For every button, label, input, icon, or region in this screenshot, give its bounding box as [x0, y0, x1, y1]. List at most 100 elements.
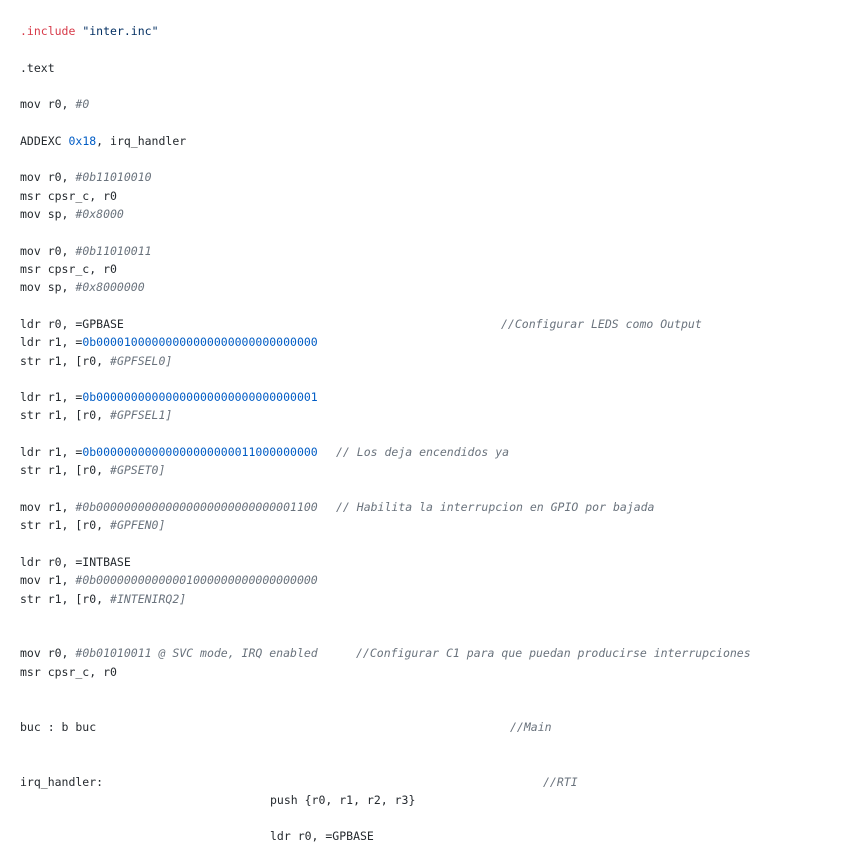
- code-line: [20, 535, 838, 553]
- code-token-plain: msr cpsr_c, r0: [20, 261, 117, 276]
- code-line: ADDEXC 0x18, irq_handler: [20, 132, 838, 150]
- code-token-keyword: .include: [20, 24, 76, 38]
- code-line: [20, 425, 838, 443]
- code-token-plain: mov r1,: [20, 499, 76, 514]
- code-token-plain: mov r0,: [20, 170, 76, 185]
- code-token-number: 0x18: [68, 133, 97, 148]
- code-token-comment: //Main: [510, 719, 552, 734]
- code-line: mov r0, #0: [20, 95, 838, 113]
- code-token-comment: #0b11010010: [75, 170, 152, 185]
- code-token-comment: #GPSET0]: [110, 463, 166, 478]
- code-token-plain: ldr r0, =INTBASE: [20, 554, 131, 569]
- code-token-comment: #0b01010011 @ SVC mode, IRQ enabled: [75, 646, 318, 661]
- code-line: ldr r0, =GPBASE: [20, 827, 838, 845]
- code-token-comment: #0b00000000000001000000000000000000: [75, 573, 318, 588]
- code-line: str r1, [r0, #GPFSEL0]: [20, 352, 838, 370]
- code-token-plain: str r1, [r0,: [20, 518, 111, 533]
- code-line: str r1, [r0, #GPFSEL1]: [20, 406, 838, 424]
- code-line: mov r1, #0b00000000000001000000000000000…: [20, 571, 838, 589]
- code-token-comment: //RTI: [543, 774, 578, 789]
- code-token-plain: irq_handler:: [20, 774, 104, 789]
- code-line: mov r0, #0b01010011 @ SVC mode, IRQ enab…: [20, 644, 838, 662]
- code-token-plain: , irq_handler: [96, 133, 187, 148]
- code-token-plain: buc : b buc: [20, 719, 97, 734]
- code-line: ldr r1, =0b00000000000000000000000000000…: [20, 388, 838, 406]
- code-token-plain: str r1, [r0,: [20, 591, 111, 606]
- code-token-comment: #0x8000: [75, 207, 124, 222]
- code-line: [20, 608, 838, 626]
- code-token-comment: #0b11010011: [75, 243, 152, 258]
- code-line: [20, 736, 838, 754]
- code-line: [20, 150, 838, 168]
- code-line: mov sp, #0x8000: [20, 205, 838, 223]
- code-token-plain: ldr r1, =: [20, 390, 83, 405]
- code-token-comment: #GPFSEL1]: [110, 408, 173, 423]
- code-token-number: 0b00000000000000000000000000000001: [82, 390, 318, 405]
- code-token-comment: #GPFEN0]: [110, 518, 166, 533]
- code-line: msr cpsr_c, r0: [20, 187, 838, 205]
- code-line: mov r0, #0b11010011: [20, 242, 838, 260]
- code-line: mov r1, #0b00000000000000000000000000001…: [20, 498, 838, 516]
- code-token-plain: .text: [20, 60, 55, 75]
- code-line: irq_handler: //RTI: [20, 773, 838, 791]
- code-line: [20, 370, 838, 388]
- code-token-plain: mov r0,: [20, 646, 76, 661]
- code-line: [20, 480, 838, 498]
- code-token-plain: ldr r1, =: [20, 445, 83, 460]
- code-token-plain: push {r0, r1, r2, r3}: [270, 792, 416, 807]
- code-token-plain: mov r0,: [20, 97, 76, 112]
- code-line: str r1, [r0, #GPSET0]: [20, 461, 838, 479]
- code-token-number: 0b00001000000000000000000000000000: [82, 335, 318, 350]
- code-line: [20, 699, 838, 717]
- code-line: ldr r1, =0b00001000000000000000000000000…: [20, 333, 838, 351]
- code-line: .include "inter.inc": [20, 22, 838, 40]
- code-line: mov r0, #0b11010010: [20, 168, 838, 186]
- code-token-comment: #0: [75, 97, 90, 112]
- code-line: ldr r1, =0b00000000000000000000011000000…: [20, 443, 838, 461]
- code-token-comment: // Los deja encendidos ya: [336, 445, 510, 460]
- code-token-comment: //Configurar LEDS como Output: [501, 316, 702, 331]
- code-token-plain: str r1, [r0,: [20, 463, 111, 478]
- code-line: [20, 114, 838, 132]
- code-line: [20, 77, 838, 95]
- code-token-plain: str r1, [r0,: [20, 408, 111, 423]
- code-token-comment: // Habilita la interrupcion en GPIO por …: [336, 499, 655, 514]
- code-token-plain: mov sp,: [20, 207, 76, 222]
- code-line: [20, 40, 838, 58]
- code-line: [20, 626, 838, 644]
- code-line: str r1, [r0, #GPFEN0]: [20, 516, 838, 534]
- code-token-comment: #GPFSEL0]: [110, 353, 173, 368]
- code-token-plain: msr cpsr_c, r0: [20, 664, 117, 679]
- code-line: [20, 681, 838, 699]
- code-token-comment: //Configurar C1 para que puedan producir…: [356, 646, 751, 661]
- code-token-plain: str r1, [r0,: [20, 353, 111, 368]
- code-token-string: "inter.inc": [82, 24, 159, 38]
- code-line: [20, 754, 838, 772]
- code-line: [20, 297, 838, 315]
- code-token-plain: ldr r0, =GPBASE: [20, 316, 124, 331]
- code-token-comment: #0x8000000: [75, 280, 145, 295]
- code-token-number: 0b00000000000000000000011000000000: [82, 445, 318, 460]
- code-line: str r1, [r0, #INTENIRQ2]: [20, 590, 838, 608]
- code-token-plain: ldr r1, =: [20, 335, 83, 350]
- code-token-plain: mov r1,: [20, 573, 76, 588]
- code-token-plain: mov sp,: [20, 280, 76, 295]
- code-line: .text: [20, 59, 838, 77]
- code-token-plain: ldr r0, =GPBASE: [270, 829, 374, 844]
- code-token-plain: msr cpsr_c, r0: [20, 188, 117, 203]
- code-line: ldr r0, =GPBASE //Configurar LEDS como Ou…: [20, 315, 838, 333]
- code-line: buc : b buc //Main: [20, 718, 838, 736]
- code-line: mov sp, #0x8000000: [20, 278, 838, 296]
- code-line: [20, 809, 838, 827]
- code-token-comment: #INTENIRQ2]: [110, 591, 187, 606]
- code-line: push {r0, r1, r2, r3}: [20, 791, 838, 809]
- code-line: [20, 223, 838, 241]
- code-line: msr cpsr_c, r0: [20, 260, 838, 278]
- code-line: ldr r0, =INTBASE: [20, 553, 838, 571]
- code-line: msr cpsr_c, r0: [20, 663, 838, 681]
- code-token-comment: #0b00000000000000000000000000001100: [75, 499, 318, 514]
- code-token-plain: ADDEXC: [20, 133, 69, 148]
- code-token-plain: mov r0,: [20, 243, 76, 258]
